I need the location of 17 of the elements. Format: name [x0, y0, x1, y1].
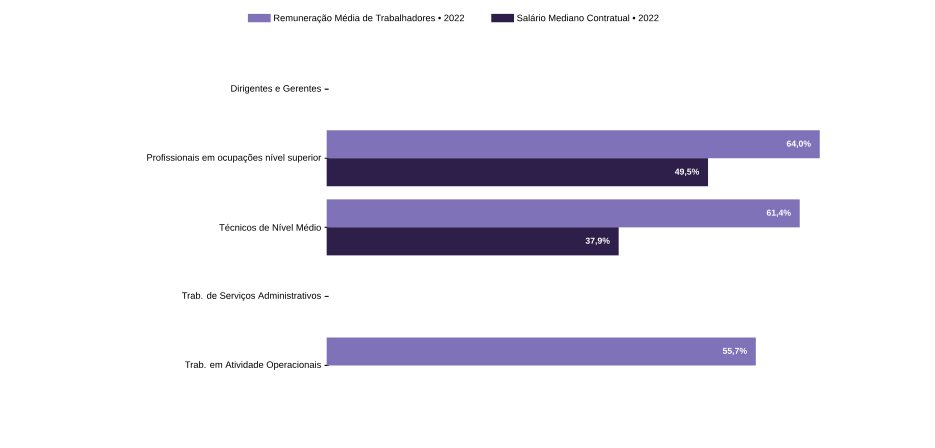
data-label: 64,0% [786, 140, 811, 148]
bar [326, 337, 756, 366]
bar [326, 158, 708, 186]
bar [326, 199, 800, 228]
y-tick-label: Trab. em Atividade Operacionais [185, 361, 321, 370]
data-label: 49,5% [674, 168, 700, 176]
y-tick-label: Profissionais em ocupações nível superior [147, 154, 322, 163]
bar [326, 227, 619, 256]
data-label: 37,9% [586, 238, 610, 246]
legend-label: Salário Mediano Contratual • 2022 [517, 14, 659, 22]
y-tick-label: Dirigentes e Gerentes [231, 84, 321, 94]
y-tick-label: Técnicos de Nível Médio [219, 224, 321, 231]
data-label: 55,7% [722, 348, 747, 356]
data-label: 61,4% [766, 210, 791, 218]
legend-label: Remuneração Média de Trabalhadores • 2022 [274, 14, 464, 24]
y-tick-label: Trab. de Serviços Administrativos [182, 292, 321, 301]
bar [326, 130, 820, 158]
